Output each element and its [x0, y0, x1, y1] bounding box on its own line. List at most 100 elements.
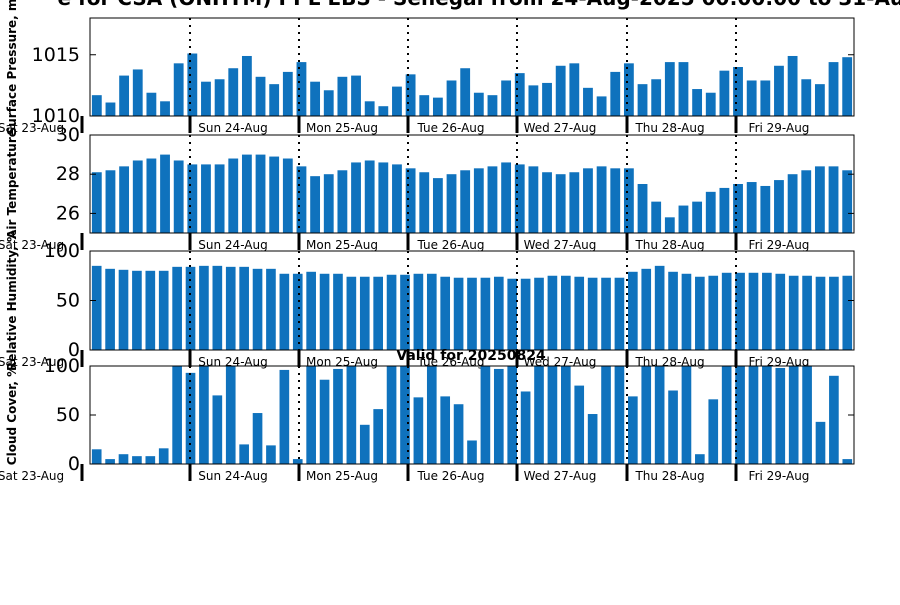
bar — [719, 70, 730, 116]
bar — [828, 166, 839, 233]
bar — [651, 79, 662, 116]
bar — [91, 265, 102, 350]
bar — [405, 74, 416, 116]
bar — [705, 191, 716, 233]
bar — [426, 273, 437, 350]
bar — [641, 268, 652, 350]
day-label: Sun 24-Aug — [198, 238, 267, 252]
bar — [282, 158, 293, 233]
bar — [405, 168, 416, 233]
bar — [678, 205, 689, 233]
day-label: Tue 26-Aug — [416, 238, 484, 252]
bar — [359, 276, 370, 350]
day-label: Wed 27-Aug — [524, 238, 597, 252]
bar — [664, 217, 675, 233]
bar — [279, 369, 290, 464]
bar — [378, 106, 389, 116]
bar — [748, 272, 759, 350]
day-label: Sat 23-Aug — [0, 238, 64, 252]
bar — [507, 366, 518, 464]
bar — [628, 396, 638, 464]
day-label: Wed 27-Aug — [524, 121, 597, 135]
bar — [587, 277, 598, 350]
y-axis-label: Surface Pressure, m — [5, 0, 19, 135]
bar — [815, 421, 826, 464]
bar — [446, 174, 457, 233]
bar — [555, 65, 566, 116]
bar — [681, 273, 692, 350]
bar — [201, 164, 211, 233]
bar — [610, 71, 621, 116]
y-axis-label: Relative Humidity, % — [5, 230, 19, 371]
bar — [493, 368, 504, 464]
bar — [241, 154, 252, 233]
bar — [668, 271, 678, 350]
bar — [708, 275, 719, 350]
bar — [842, 459, 853, 464]
bar — [145, 456, 156, 464]
y-tick-label: 1010 — [32, 105, 80, 127]
bar — [225, 366, 236, 464]
bar — [534, 277, 544, 350]
day-label: Wed 27-Aug — [524, 469, 597, 483]
bar — [453, 277, 464, 350]
bar — [146, 92, 157, 116]
y-axis-label: Air Temperature — [5, 129, 19, 239]
bar — [762, 366, 772, 464]
bar — [801, 170, 812, 233]
y-tick-label: 0 — [68, 339, 80, 361]
bar — [105, 268, 115, 350]
y-tick-label: 28 — [56, 163, 80, 185]
bar — [664, 62, 675, 116]
bar — [520, 391, 531, 464]
bar — [296, 166, 307, 233]
bar — [119, 166, 130, 233]
bar — [760, 80, 771, 116]
day-label: Mon 25-Aug — [306, 121, 378, 135]
y-tick-label: 30 — [56, 124, 80, 146]
day-label: Mon 25-Aug — [306, 355, 378, 369]
bar — [252, 268, 263, 350]
bar — [641, 366, 652, 464]
bar — [440, 276, 451, 350]
bar — [105, 102, 116, 116]
bar — [788, 275, 799, 350]
bar — [514, 73, 525, 117]
bar — [187, 53, 198, 116]
bar — [392, 86, 402, 116]
bar — [801, 79, 812, 116]
day-label: Tue 26-Aug — [416, 469, 484, 483]
bar — [774, 180, 784, 233]
bar — [310, 176, 321, 233]
bar — [814, 84, 825, 116]
bar — [596, 166, 607, 233]
bar — [292, 273, 303, 350]
y-tick-label: 100 — [44, 240, 80, 262]
bar — [601, 366, 611, 464]
bar — [419, 172, 430, 233]
day-label: Sun 24-Aug — [198, 121, 267, 135]
chart-title: e for CSA (ONHTM) PPL EBS - Senegal from… — [57, 0, 900, 10]
day-label: Thu 28-Aug — [634, 469, 704, 483]
bar — [501, 80, 512, 116]
bar — [373, 409, 383, 464]
bar — [145, 270, 156, 350]
bar — [432, 97, 443, 117]
bar — [413, 273, 424, 350]
y-tick-label: 0 — [68, 453, 80, 475]
bar — [681, 366, 692, 464]
day-label: Sat 23-Aug — [0, 469, 64, 483]
bar — [802, 366, 812, 464]
bar — [762, 272, 772, 350]
bar — [746, 80, 757, 116]
day-label: Tue 26-Aug — [416, 121, 484, 135]
bar — [392, 164, 402, 233]
bar — [386, 366, 397, 464]
bar — [255, 76, 266, 116]
bar — [721, 272, 732, 350]
bar — [487, 166, 498, 233]
bar — [255, 154, 266, 233]
